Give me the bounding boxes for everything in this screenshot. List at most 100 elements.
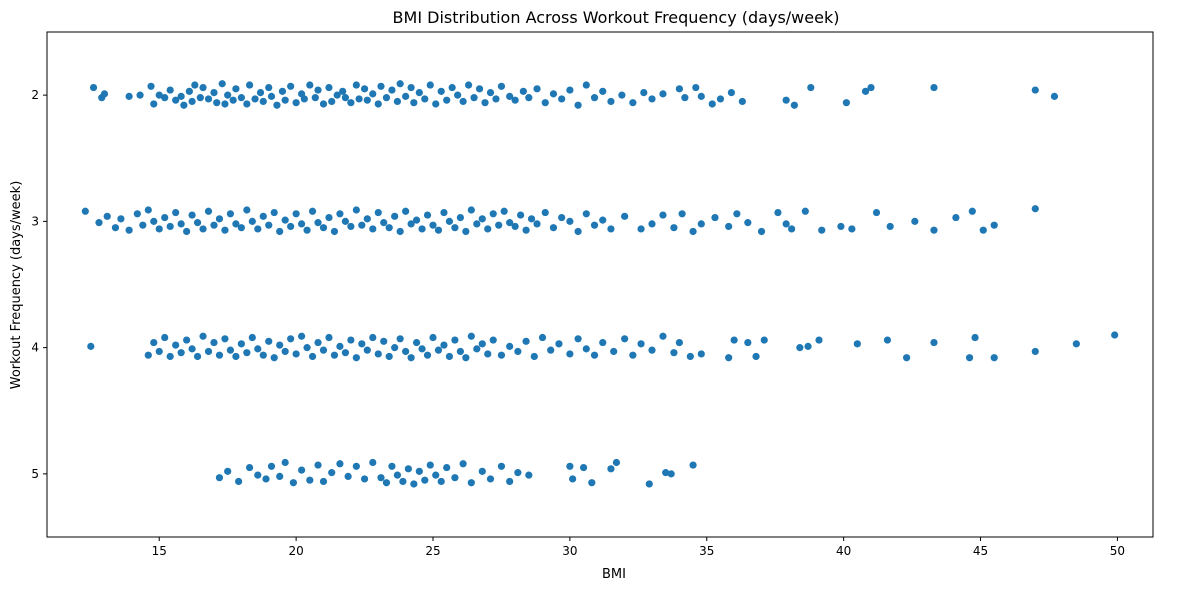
data-point <box>629 351 637 359</box>
data-point <box>486 89 495 97</box>
data-point <box>259 97 267 106</box>
data-point <box>911 217 919 225</box>
data-point <box>388 86 396 94</box>
data-point <box>426 461 434 469</box>
y-axis-label: Workout Frequency (days/week) <box>9 181 24 390</box>
data-point <box>287 222 295 231</box>
data-point <box>325 83 333 92</box>
data-point <box>659 332 667 340</box>
data-point <box>382 479 391 487</box>
data-point <box>971 333 979 342</box>
data-point <box>842 99 850 107</box>
data-point <box>336 342 344 350</box>
data-point <box>689 461 697 469</box>
data-point <box>117 215 125 223</box>
data-point <box>139 221 147 229</box>
data-point <box>930 226 938 234</box>
data-point <box>599 338 607 347</box>
data-point <box>744 219 752 227</box>
data-point <box>470 94 478 102</box>
data-point <box>292 350 300 358</box>
data-point <box>111 224 120 232</box>
data-point <box>629 99 637 107</box>
data-point <box>610 347 618 356</box>
data-point <box>254 225 262 233</box>
data-point <box>355 95 363 103</box>
data-point <box>199 83 207 92</box>
data-point <box>541 99 549 107</box>
data-point <box>177 349 185 357</box>
data-point <box>292 99 300 107</box>
data-point <box>467 479 475 487</box>
data-point <box>618 91 626 99</box>
data-point <box>692 83 700 92</box>
x-axis-label: BMI <box>602 567 626 582</box>
data-point <box>662 469 670 477</box>
data-point <box>150 217 158 225</box>
data-point <box>711 213 719 222</box>
data-point <box>336 460 344 468</box>
data-point <box>464 81 473 89</box>
data-point <box>621 335 629 343</box>
data-point <box>363 346 371 354</box>
data-point <box>837 222 845 231</box>
data-point <box>495 221 503 229</box>
data-point <box>243 349 251 357</box>
data-point <box>237 224 245 232</box>
data-point <box>590 94 599 102</box>
data-point <box>733 210 741 218</box>
data-point <box>193 352 202 361</box>
data-point <box>903 354 911 362</box>
data-point <box>155 225 163 233</box>
data-point <box>725 354 733 362</box>
data-point <box>407 354 415 362</box>
data-point <box>861 87 870 95</box>
data-point <box>506 92 514 100</box>
data-point <box>500 207 508 215</box>
data-point <box>990 354 998 362</box>
data-point <box>328 97 336 106</box>
data-point <box>727 89 736 97</box>
data-point <box>456 347 464 356</box>
data-point <box>161 94 169 102</box>
data-point <box>89 83 98 92</box>
data-point <box>574 335 582 343</box>
data-point <box>204 207 213 215</box>
data-point <box>462 354 470 362</box>
data-point <box>511 222 519 231</box>
data-point <box>204 347 213 356</box>
data-point <box>478 215 486 223</box>
data-point <box>352 462 360 470</box>
data-point <box>514 347 522 356</box>
data-point <box>232 352 240 361</box>
data-point <box>281 96 289 104</box>
data-point <box>432 100 440 108</box>
data-point <box>391 344 399 352</box>
data-point <box>377 82 385 90</box>
data-point <box>599 87 607 95</box>
data-point <box>697 350 705 358</box>
data-point <box>486 475 495 483</box>
data-point <box>549 224 558 232</box>
data-point <box>369 458 377 467</box>
data-point <box>848 225 856 233</box>
data-point <box>667 470 675 478</box>
data-point <box>180 101 188 109</box>
data-point <box>407 83 415 92</box>
data-point <box>645 480 653 488</box>
data-point <box>363 96 371 104</box>
data-point <box>155 347 163 356</box>
data-point <box>675 338 683 347</box>
data-point <box>968 207 976 215</box>
x-tick-label: 30 <box>562 544 577 558</box>
data-point <box>867 83 875 92</box>
data-point <box>454 91 462 99</box>
data-point <box>752 352 760 361</box>
data-point <box>336 210 344 218</box>
data-point <box>599 216 607 224</box>
data-point <box>443 463 451 472</box>
data-point <box>319 346 328 354</box>
data-point <box>259 212 267 220</box>
data-point <box>965 354 974 362</box>
data-point <box>185 87 193 95</box>
